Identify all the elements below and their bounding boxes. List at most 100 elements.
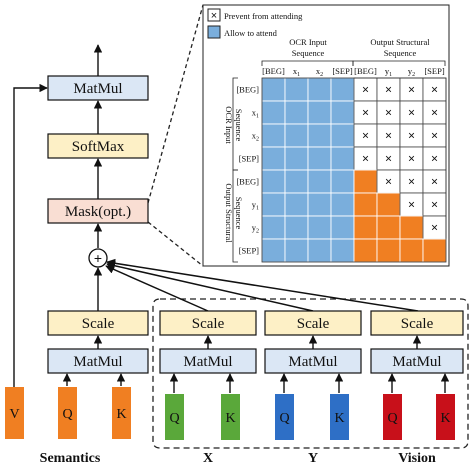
group-label-vision: Vision bbox=[398, 451, 436, 466]
prevent-mark-3-5: × bbox=[385, 152, 392, 166]
prevent-mark-4-7: × bbox=[431, 175, 438, 189]
prevent-mark-2-4: × bbox=[362, 129, 369, 143]
mask-cell-4-4 bbox=[353, 169, 378, 194]
mask-cell-2-1 bbox=[284, 123, 309, 148]
zoom-line-bottom bbox=[147, 221, 204, 267]
semantics-branch: Scale MatMul V Q K bbox=[5, 267, 149, 439]
prevent-mark-0-7: × bbox=[431, 83, 438, 97]
q-semantics-label: Q bbox=[62, 407, 72, 422]
mask-cell-7-2 bbox=[307, 238, 332, 263]
col-group-input-line2: Sequence bbox=[292, 48, 325, 58]
row-bracket-output bbox=[232, 169, 238, 263]
legend-prevent-label: Prevent from attending bbox=[224, 11, 303, 21]
scale-semantics-label: Scale bbox=[82, 316, 115, 332]
mask-cell-7-1 bbox=[284, 238, 309, 263]
legend: × Prevent from attending Allow to attend bbox=[207, 8, 303, 39]
mask-cell-6-3 bbox=[330, 215, 355, 240]
mask-cell-6-4 bbox=[353, 215, 378, 240]
softmax-label: SoftMax bbox=[72, 139, 125, 155]
mask-cell-6-1 bbox=[284, 215, 309, 240]
k-x-label: K bbox=[225, 411, 235, 426]
mask-cell-3-0 bbox=[261, 146, 286, 171]
k-vision-box bbox=[436, 394, 455, 440]
prevent-mark-0-5: × bbox=[385, 83, 392, 97]
mask-cell-4-1 bbox=[284, 169, 309, 194]
row-label-1: x1 bbox=[252, 108, 259, 120]
prevent-mark-1-6: × bbox=[408, 106, 415, 120]
row-label-0: [BEG] bbox=[236, 85, 259, 95]
col-bracket-output bbox=[352, 60, 446, 66]
mask-cell-5-3 bbox=[330, 192, 355, 217]
row-group-output-line2: Sequence bbox=[234, 197, 244, 230]
mask-cell-7-5 bbox=[376, 238, 401, 263]
mask-cell-6-0 bbox=[261, 215, 286, 240]
col-label-4: [BEG] bbox=[354, 66, 377, 76]
row-group-input-line2: Sequence bbox=[234, 109, 244, 142]
attention-mask-panel: × Prevent from attending Allow to attend… bbox=[202, 4, 450, 267]
prevent-mark-1-5: × bbox=[385, 106, 392, 120]
sum-symbol: + bbox=[94, 250, 102, 266]
row-label-7: [SEP] bbox=[239, 246, 259, 256]
matmul-semantics-label: MatMul bbox=[73, 354, 122, 370]
k-semantics-box bbox=[112, 387, 131, 439]
col-group-output-line2: Sequence bbox=[384, 48, 417, 58]
matmul-y-label: MatMul bbox=[288, 354, 337, 370]
group-label-semantics: Semantics bbox=[40, 451, 101, 466]
mask-cell-3-2 bbox=[307, 146, 332, 171]
arrow-y-to-sum bbox=[106, 261, 314, 312]
mask-cell-0-1 bbox=[284, 77, 309, 102]
prevent-mark-5-6: × bbox=[408, 198, 415, 212]
matmul-x bbox=[159, 348, 257, 374]
mask-cell-6-2 bbox=[307, 215, 332, 240]
arrow-vision-to-sum bbox=[106, 258, 419, 312]
col-label-3: [SEP] bbox=[332, 66, 352, 76]
legend-prevent-swatch bbox=[207, 8, 221, 22]
mask-cell-5-2 bbox=[307, 192, 332, 217]
row-label-4: [BEG] bbox=[236, 177, 259, 187]
q-y-box bbox=[275, 394, 294, 440]
mask-cell-7-4 bbox=[353, 238, 378, 263]
v-input-label: V bbox=[9, 407, 19, 422]
prevent-mark-2-7: × bbox=[431, 129, 438, 143]
row-label-6: y2 bbox=[252, 223, 259, 235]
scale-vision bbox=[370, 310, 464, 336]
q-semantics-box bbox=[58, 387, 77, 439]
mask-cell-6-5 bbox=[376, 215, 401, 240]
col-label-7: [SEP] bbox=[424, 66, 444, 76]
zoom-line-top bbox=[147, 4, 204, 204]
col-label-5: y1 bbox=[385, 66, 392, 78]
x-branch: Scale MatMul Q K bbox=[159, 310, 257, 440]
mask-cell-2-0 bbox=[261, 123, 286, 148]
mask-cell-0-2 bbox=[307, 77, 332, 102]
mask-block: Mask(opt.) bbox=[47, 198, 149, 224]
matmul-top-block: MatMul bbox=[47, 75, 149, 101]
mask-grid-border bbox=[261, 77, 447, 263]
prevent-mark-0-4: × bbox=[362, 83, 369, 97]
k-y-box bbox=[330, 394, 349, 440]
prevent-mark-0-6: × bbox=[408, 83, 415, 97]
mask-cell-5-5 bbox=[376, 192, 401, 217]
prevent-mark-1-7: × bbox=[431, 106, 438, 120]
mask-cell-2-3 bbox=[330, 123, 355, 148]
mask-cell-1-1 bbox=[284, 100, 309, 125]
k-x-box bbox=[221, 394, 240, 440]
legend-allow-swatch bbox=[207, 25, 221, 39]
scale-vision-label: Scale bbox=[401, 316, 434, 332]
scale-x bbox=[159, 310, 257, 336]
arrow-x-to-sum bbox=[105, 265, 209, 312]
row-label-2: x2 bbox=[252, 131, 259, 143]
sum-node: + bbox=[88, 248, 108, 268]
scale-y-label: Scale bbox=[297, 316, 330, 332]
mask-cell-1-2 bbox=[307, 100, 332, 125]
prevent-mark-3-6: × bbox=[408, 152, 415, 166]
vision-branch: Scale MatMul Q K bbox=[370, 310, 464, 440]
prevent-mark-2-6: × bbox=[408, 129, 415, 143]
mask-cell-5-4 bbox=[353, 192, 378, 217]
col-label-1: x1 bbox=[293, 66, 300, 78]
q-x-box bbox=[165, 394, 184, 440]
matmul-top-label: MatMul bbox=[73, 81, 122, 97]
prevent-mark-6-7: × bbox=[431, 221, 438, 235]
mask-cell-1-0 bbox=[261, 100, 286, 125]
softmax-block: SoftMax bbox=[47, 133, 149, 159]
